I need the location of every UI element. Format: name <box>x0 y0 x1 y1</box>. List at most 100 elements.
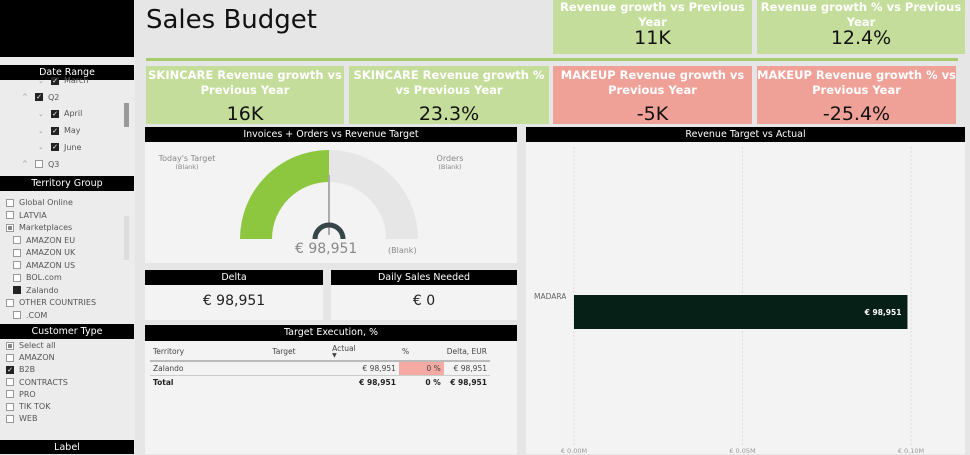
filter-item[interactable]: AMAZON UK <box>13 248 75 257</box>
target-execution-table: Territory Target Actual ▼ % Delta, EUR Za… <box>150 342 490 389</box>
filter-item[interactable]: CONTRACTS <box>6 378 68 387</box>
filter-item-label: April <box>64 109 83 119</box>
expand-chevron-icon[interactable]: ⌄ <box>38 126 44 135</box>
checkbox[interactable] <box>6 341 14 350</box>
filter-item[interactable]: BOL.com <box>13 273 62 282</box>
filter-item-label: LATVIA <box>19 210 47 220</box>
filter-item-label: June <box>64 142 82 152</box>
table-row: Zalando € 98,951 0 % € 98,951 <box>150 361 490 376</box>
checkbox[interactable] <box>6 353 14 362</box>
gauge-hub <box>312 222 346 240</box>
filter-item-label: Select all <box>19 341 56 350</box>
filter-item[interactable]: AMAZON <box>6 353 55 362</box>
col-territory[interactable]: Territory <box>153 346 185 356</box>
kpi-revenue-growth-pct: Revenue growth % vs Previous Year 12.4% <box>757 0 965 54</box>
checkbox[interactable] <box>13 261 21 269</box>
col-pct[interactable]: % <box>401 346 410 356</box>
filter-item[interactable]: LATVIA <box>6 211 47 220</box>
target-execution-panel: Target Execution, % Territory Target Act… <box>145 325 517 454</box>
filter-item-label: AMAZON US <box>26 260 76 270</box>
checkbox[interactable] <box>13 311 21 319</box>
filter-item-label: Q2 <box>48 92 60 102</box>
x-tick-label: € 0.10M <box>898 447 924 454</box>
filter-item[interactable]: ^ ✓ Q2 <box>22 93 59 102</box>
checkbox[interactable] <box>13 248 21 257</box>
filter-item-label: PRO <box>19 389 36 399</box>
filter-item[interactable]: ^ Q3 <box>22 160 59 169</box>
table-total-row: Total € 98,951 0 % € 98,951 <box>153 378 487 387</box>
filter-item[interactable]: ⌄ ✓ April <box>38 109 82 118</box>
gauge-fill <box>240 150 329 239</box>
gauge-orders-label: Orders (Blank) <box>436 154 464 171</box>
checkbox[interactable] <box>13 286 21 294</box>
filter-item[interactable]: ⌄ ✓ May <box>38 126 81 135</box>
daily-sales-header: Daily Sales Needed <box>331 270 517 285</box>
filter-item[interactable]: ⌄ ✓ March <box>38 76 88 85</box>
col-delta[interactable]: Delta, EUR <box>446 346 487 356</box>
x-tick-label: € 0.05M <box>729 447 755 454</box>
gauge-header: Invoices + Orders vs Revenue Target <box>145 127 517 142</box>
filter-item[interactable]: Select all <box>6 341 56 350</box>
daily-sales-value: € 0 <box>412 293 436 309</box>
checkbox[interactable] <box>6 390 14 399</box>
x-tick-label: € 0.00M <box>561 447 587 454</box>
filter-item[interactable]: ⌄ ✓ June <box>38 143 81 152</box>
filter-item[interactable]: Global Online <box>6 198 73 207</box>
expand-chevron-icon[interactable]: ^ <box>22 93 28 102</box>
checkbox[interactable] <box>6 298 14 307</box>
checkbox[interactable] <box>6 223 14 232</box>
bar <box>574 295 908 329</box>
divider <box>146 58 958 61</box>
filter-item-label: B2B <box>19 365 36 375</box>
gauge-chart <box>240 150 418 240</box>
checkbox[interactable] <box>6 414 14 423</box>
checkbox[interactable] <box>6 211 14 219</box>
bar-chart: € 0.00M € 0.05M € 0.10M MADARA € 98,951 <box>534 147 924 454</box>
filter-item-label: CONTRACTS <box>19 377 68 387</box>
checkbox[interactable] <box>6 198 14 207</box>
checkbox[interactable] <box>35 160 43 168</box>
filter-item[interactable]: TIK TOK <box>6 402 50 411</box>
kpi-skincare-growth-pct: SKINCARE Revenue growth % vs Previous Ye… <box>349 66 549 124</box>
checkbox[interactable]: ✓ <box>51 126 59 135</box>
daily-sales-card: Daily Sales Needed € 0 <box>331 270 517 320</box>
checkbox[interactable] <box>6 402 14 411</box>
revenue-chart-panel: Revenue Target vs Actual € 0.00M € 0.05M €… <box>526 127 965 454</box>
date-range-scrollbar[interactable] <box>124 103 129 127</box>
kpi-makeup-growth: MAKEUP Revenue growth vs Previous Year -5… <box>553 66 752 124</box>
filter-item[interactable]: WEB <box>6 414 37 423</box>
filter-item[interactable]: ✓ B2B <box>6 365 35 374</box>
col-actual[interactable]: Actual ▼ <box>332 344 356 359</box>
col-target[interactable]: Target <box>272 346 296 356</box>
filter-item[interactable]: Marketplaces <box>6 223 72 232</box>
filter-item-label: Global Online <box>19 198 73 207</box>
checkbox[interactable] <box>6 378 14 387</box>
checkbox[interactable]: ✓ <box>51 143 59 152</box>
expand-chevron-icon[interactable]: ⌄ <box>38 76 44 85</box>
filter-item-label: AMAZON <box>19 353 55 363</box>
filter-item[interactable]: AMAZON EU <box>13 236 75 245</box>
checkbox[interactable]: ✓ <box>51 109 59 118</box>
filter-item[interactable]: OTHER COUNTRIES <box>6 298 96 307</box>
checkbox[interactable] <box>13 273 21 282</box>
delta-card: Delta € 98,951 <box>145 270 323 320</box>
kpi-makeup-growth-pct: MAKEUP Revenue growth % vs Previous Year… <box>757 66 956 125</box>
checkbox[interactable] <box>13 236 21 244</box>
filter-item[interactable]: AMAZON US <box>13 261 75 270</box>
delta-header: Delta <box>145 270 323 285</box>
filter-item-label: WEB <box>19 414 38 424</box>
checkbox[interactable]: ✓ <box>51 76 59 85</box>
checkbox[interactable]: ✓ <box>6 365 14 374</box>
filter-item[interactable]: .COM <box>13 311 47 320</box>
expand-chevron-icon[interactable]: ⌄ <box>38 143 44 152</box>
filter-sidebar: Date Range ⌄ ✓ March ^ ✓ Q2 ⌄ ✓ April ⌄ ✓ May ⌄ ✓ June… <box>0 0 135 454</box>
checkbox[interactable]: ✓ <box>35 93 43 102</box>
filter-item-label: Zalando <box>26 285 59 295</box>
gauge-max: (Blank) <box>388 246 417 255</box>
filter-item[interactable]: PRO <box>6 390 36 399</box>
expand-chevron-icon[interactable]: ⌄ <box>38 109 44 118</box>
expand-chevron-icon[interactable]: ^ <box>22 160 28 168</box>
date-range-header: Date Range <box>0 65 134 80</box>
filter-item[interactable]: Zalando <box>13 286 59 295</box>
territory-scrollbar[interactable] <box>124 216 129 260</box>
